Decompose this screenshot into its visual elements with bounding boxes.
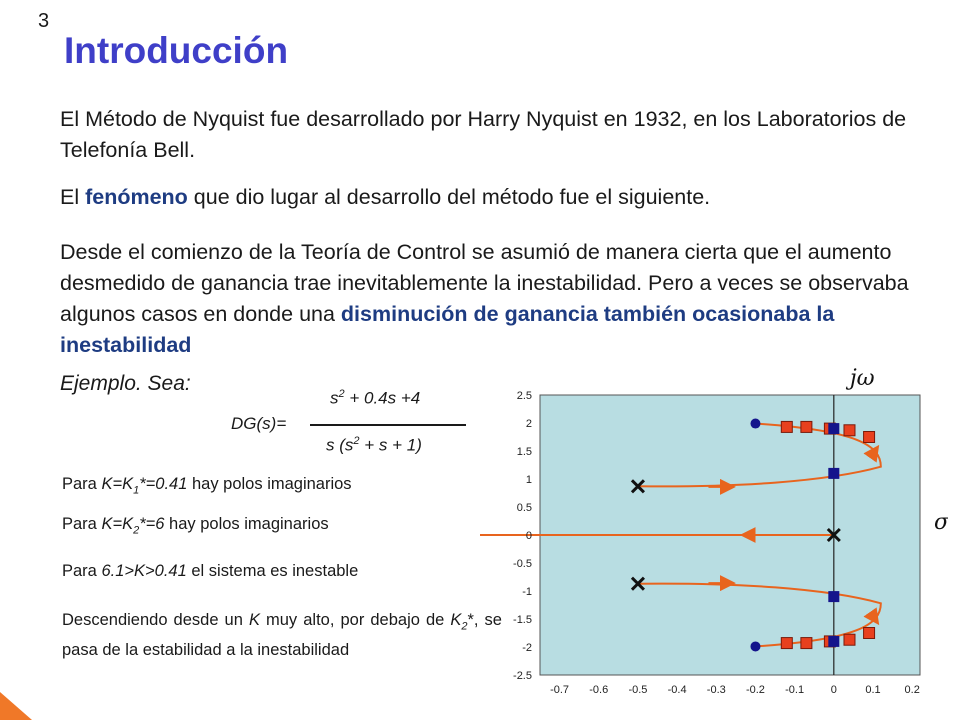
closed-loop-pole: [828, 591, 840, 603]
text: muy alto, por debajo de: [259, 611, 451, 629]
closed-loop-pole: [828, 467, 840, 479]
text: K=K2*=6: [101, 515, 165, 537]
open-loop-zero: [750, 641, 761, 652]
open-loop-pole: [826, 527, 841, 543]
locus-marker: [863, 627, 876, 639]
locus-marker: [780, 637, 793, 650]
x-tick-label: -0.1: [785, 684, 804, 696]
x-tick-label: 0.2: [905, 684, 920, 696]
note-k2: Para K=K2*=6 hay polos imaginarios: [62, 515, 329, 536]
transfer-function-numerator: s2 + 0.4s +4: [330, 388, 420, 409]
x-tick-label: -0.4: [668, 684, 687, 696]
x-tick-label: 0.1: [865, 684, 880, 696]
text: K=K1*=0.41: [101, 475, 188, 497]
x-tick-label: 0: [831, 684, 837, 696]
paragraph-history: El Método de Nyquist fue desarrollado po…: [60, 107, 907, 162]
text: Desde el comienzo de la Teoría de Contro…: [60, 240, 909, 326]
corner-decoration: [0, 692, 32, 720]
y-tick-label: 1: [526, 474, 532, 486]
y-tick-label: -2: [522, 642, 532, 654]
x-tick-label: -0.3: [707, 684, 726, 696]
x-tick-label: -0.5: [628, 684, 647, 696]
y-tick-label: -1.5: [513, 614, 532, 626]
text: El: [60, 185, 86, 209]
y-tick-label: 2: [526, 418, 532, 430]
fraction-bar: [310, 424, 466, 426]
highlight-gain-decrease: disminución de ganancia también ocasiona…: [60, 302, 835, 357]
transfer-function-denominator: s (s2 + s + 1): [326, 435, 422, 456]
example-label: Ejemplo. Sea:: [60, 372, 191, 395]
open-loop-zero: [750, 418, 761, 429]
y-tick-label: -1: [522, 586, 532, 598]
text: s (s: [326, 435, 354, 455]
locus-arrow: [863, 444, 880, 463]
closed-loop-pole: [828, 423, 840, 435]
note-unstable-range: Para 6.1>K>0.41 el sistema es inestable: [62, 562, 358, 581]
closed-loop-pole: [828, 635, 840, 647]
y-tick-label: 1.5: [517, 446, 532, 458]
highlight-phenomenon: fenómeno: [85, 185, 188, 209]
text: K=K: [101, 515, 134, 533]
paragraph-phenomenon: El fenómeno que dio lugar al desarrollo …: [60, 182, 930, 213]
exponent: 2: [353, 435, 360, 447]
y-tick-label: 0.5: [517, 502, 532, 514]
open-loop-pole: [630, 479, 645, 494]
slide-title: Introducción: [64, 30, 289, 71]
corner-triangle: [0, 692, 32, 720]
text: K2: [450, 611, 468, 633]
subscript: 1: [133, 484, 140, 497]
text: el sistema es inestable: [186, 562, 359, 580]
x-tick-label: -0.2: [746, 684, 765, 696]
text: Para: [62, 562, 102, 580]
text: Para: [62, 475, 102, 493]
text: Descendiendo desde un: [62, 611, 249, 629]
x-tick-label: -0.6: [589, 684, 608, 696]
slide-number: 3: [38, 10, 50, 32]
x-axis-label: σ: [934, 510, 948, 535]
locus-marker: [843, 424, 856, 437]
text: Para: [62, 515, 102, 533]
exponent: 2: [338, 388, 345, 400]
text: *, se pasa de la estabilidad a la inesta…: [62, 611, 502, 660]
transfer-function-label: DG(s)=: [231, 414, 287, 433]
text: hay polos imaginarios: [187, 475, 352, 493]
y-tick-label: 0: [526, 530, 532, 542]
x-tick-label: -0.7: [550, 684, 569, 696]
y-tick-label: -2.5: [513, 670, 532, 682]
y-axis-label: jω: [845, 366, 875, 391]
text: *=0.41: [139, 475, 188, 493]
y-tick-label: -0.5: [513, 558, 532, 570]
root-locus-chart: -0.7 -0.6 -0.5 -0.4 -0.3 -0.2 -0.1 0 0.1 0.2 2.5 2 1…: [480, 366, 948, 696]
note-k1: Para K=K1*=0.41 hay polos imaginarios: [62, 475, 352, 496]
text: + s + 1): [359, 435, 422, 455]
y-tick-label: 2.5: [517, 390, 532, 402]
subscript: 2: [461, 620, 468, 633]
locus-marker: [800, 637, 813, 650]
note-description: Descendiendo desde un K muy alto, por de…: [62, 608, 502, 662]
open-loop-pole: [630, 576, 645, 591]
locus-marker: [780, 420, 793, 433]
text: 6.1>K>0.41: [101, 562, 187, 580]
locus-marker: [800, 420, 813, 433]
subscript: 2: [133, 524, 140, 537]
text: que dio lugar al desarrollo del método f…: [187, 185, 711, 209]
text: s: [330, 388, 339, 408]
text: K: [450, 611, 462, 629]
text: K=K: [101, 475, 134, 493]
locus-marker: [863, 431, 876, 443]
locus-arrow: [863, 607, 880, 626]
text: K: [248, 611, 260, 629]
text: + 0.4s +4: [344, 388, 421, 408]
text: hay polos imaginarios: [164, 515, 329, 533]
paragraph-gain: Desde el comienzo de la Teoría de Contro…: [60, 237, 930, 361]
locus-marker: [843, 633, 856, 646]
text: *=6: [139, 515, 165, 533]
